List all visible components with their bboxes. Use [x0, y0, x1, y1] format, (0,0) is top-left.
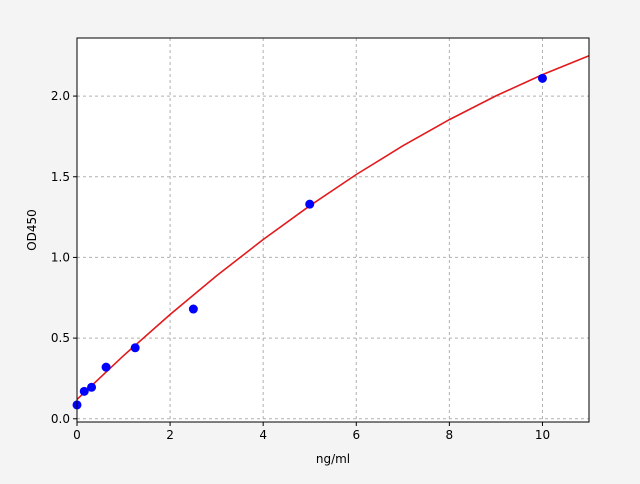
x-tick-label: 6 — [352, 428, 360, 442]
data-point — [188, 304, 198, 314]
x-tick-label: 4 — [259, 428, 267, 442]
y-tick-label: 0.5 — [51, 331, 70, 345]
y-tick-label: 1.5 — [51, 170, 70, 184]
y-axis-label: OD450 — [25, 209, 39, 251]
data-point — [305, 199, 315, 209]
data-point — [101, 362, 111, 372]
x-tick-label: 2 — [166, 428, 174, 442]
x-tick-label: 8 — [446, 428, 454, 442]
plot-frame — [76, 37, 590, 423]
data-point — [87, 382, 97, 392]
data-point — [130, 343, 140, 353]
plot-area — [77, 38, 589, 422]
y-tick-label: 1.0 — [51, 250, 70, 264]
fit-curve — [76, 54, 590, 400]
x-tick-label: 0 — [73, 428, 81, 442]
data-point — [79, 386, 89, 396]
y-tick-label: 0.0 — [51, 412, 70, 426]
x-axis-label: ng/ml — [316, 452, 350, 466]
fit-curve-group — [76, 54, 590, 400]
data-point — [537, 73, 547, 83]
x-tick-label: 10 — [535, 428, 550, 442]
y-tick-label: 2.0 — [51, 89, 70, 103]
axis-ticks: 0 2 4 6 8 10 0.0 0.5 1.0 1.5 2.0 — [51, 89, 550, 442]
data-points — [72, 73, 547, 410]
